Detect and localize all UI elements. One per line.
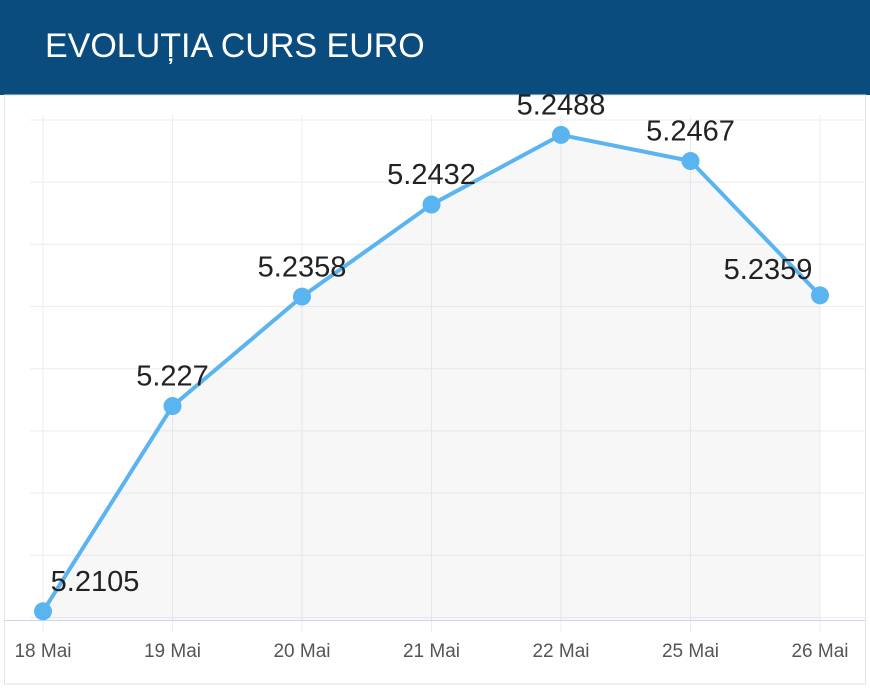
plot-frame <box>4 94 866 685</box>
area <box>43 134 820 620</box>
x-tick-label: 25 Mai <box>662 641 719 662</box>
x-tick-label: 22 Mai <box>532 641 589 662</box>
data-label: 5.2359 <box>724 254 813 286</box>
x-tick-label: 19 Mai <box>144 641 201 662</box>
chart-title: EVOLUȚIA CURS EURO <box>45 27 425 65</box>
data-label: 5.2105 <box>51 566 140 598</box>
x-tick-label: 26 Mai <box>791 641 848 662</box>
header-bar <box>0 0 870 95</box>
data-label: 5.2467 <box>646 116 735 148</box>
point <box>163 397 182 416</box>
data-label: 5.2432 <box>387 159 476 191</box>
point <box>681 152 700 171</box>
point <box>34 602 52 621</box>
data-label: 5.2488 <box>517 90 606 122</box>
x-tick-label: 20 Mai <box>273 641 330 662</box>
point <box>293 287 311 306</box>
data-label: 5.2358 <box>258 251 347 283</box>
x-tick-label: 21 Mai <box>403 641 460 662</box>
x-tick-label: 18 Mai <box>14 641 71 662</box>
data-label: 5.227 <box>136 361 209 393</box>
point <box>422 195 441 214</box>
point <box>811 286 829 305</box>
point <box>552 125 570 144</box>
